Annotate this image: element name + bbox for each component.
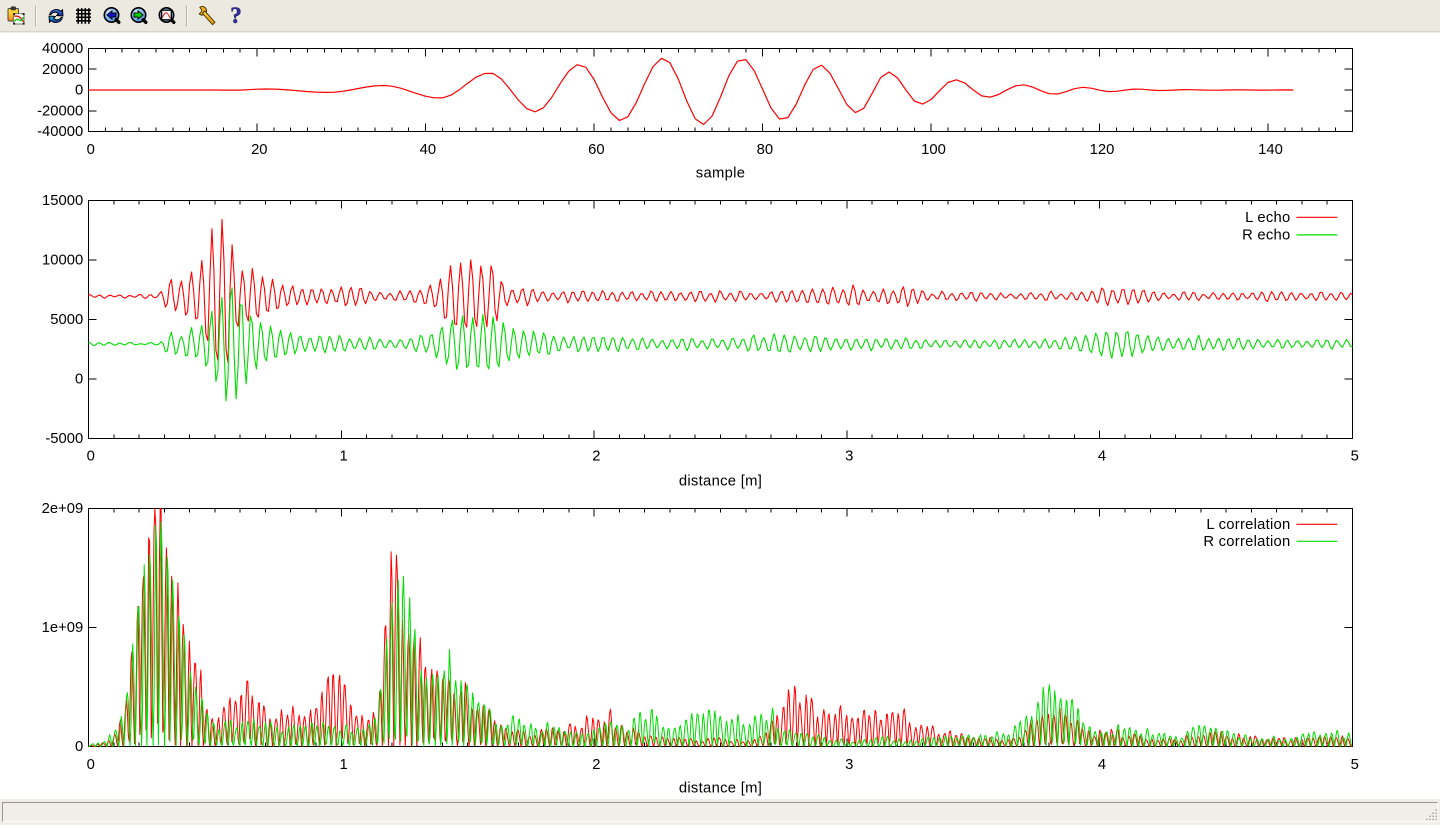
- svg-text:2e+09: 2e+09: [42, 501, 84, 517]
- svg-text:-40000: -40000: [37, 124, 83, 140]
- svg-text:-20000: -20000: [37, 104, 83, 120]
- svg-text:sample: sample: [696, 166, 746, 182]
- svg-text:0: 0: [87, 449, 95, 465]
- svg-text:R correlation: R correlation: [1203, 534, 1290, 550]
- svg-text:0: 0: [87, 757, 95, 773]
- svg-text:L echo: L echo: [1245, 210, 1290, 226]
- svg-text:20000: 20000: [42, 62, 83, 78]
- svg-text:L correlation: L correlation: [1206, 517, 1290, 533]
- svg-text:20: 20: [251, 142, 267, 158]
- svg-text:?: ?: [230, 3, 242, 28]
- svg-text:140: 140: [1258, 142, 1283, 158]
- svg-text:5: 5: [1351, 757, 1359, 773]
- svg-text:1e+09: 1e+09: [42, 620, 84, 636]
- svg-text:5: 5: [1351, 449, 1359, 465]
- svg-text:10000: 10000: [42, 253, 83, 269]
- svg-text:2: 2: [592, 449, 600, 465]
- svg-text:40: 40: [420, 142, 436, 158]
- svg-text:distance [m]: distance [m]: [679, 781, 762, 797]
- svg-text:1: 1: [339, 757, 347, 773]
- svg-text:R echo: R echo: [1242, 227, 1290, 243]
- svg-text:5000: 5000: [50, 312, 83, 328]
- svg-text:100: 100: [921, 142, 946, 158]
- svg-text:40000: 40000: [42, 41, 83, 57]
- svg-text:distance [m]: distance [m]: [679, 474, 762, 490]
- svg-text:0: 0: [75, 83, 83, 99]
- svg-text:3: 3: [845, 757, 853, 773]
- svg-text:0: 0: [87, 142, 95, 158]
- svg-text:4: 4: [1098, 757, 1106, 773]
- svg-text:3: 3: [845, 449, 853, 465]
- svg-text:-5000: -5000: [45, 431, 83, 447]
- svg-text:15000: 15000: [42, 193, 83, 209]
- svg-text:120: 120: [1090, 142, 1115, 158]
- svg-text:0: 0: [75, 372, 83, 388]
- svg-text:80: 80: [757, 142, 773, 158]
- svg-text:1: 1: [339, 449, 347, 465]
- svg-text:0: 0: [75, 739, 83, 755]
- svg-text:4: 4: [1098, 449, 1106, 465]
- svg-text:2: 2: [592, 757, 600, 773]
- svg-text:60: 60: [588, 142, 604, 158]
